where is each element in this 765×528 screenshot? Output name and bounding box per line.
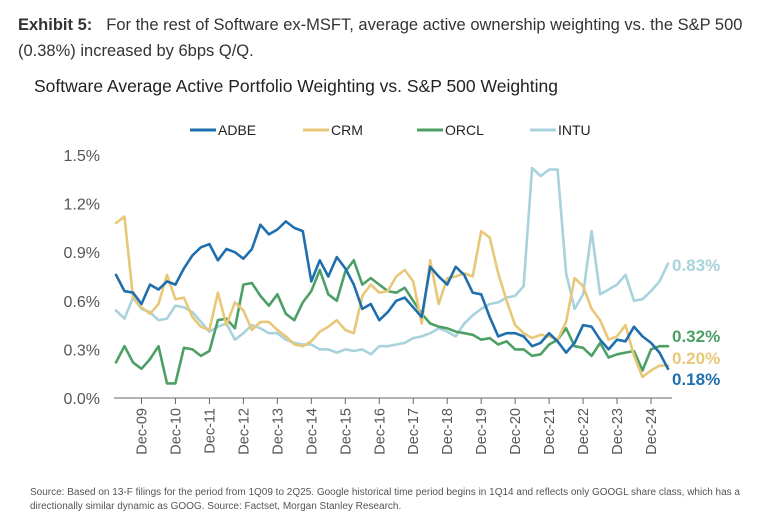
x-tick-label: Dec-11 <box>202 408 218 454</box>
x-tick-label: Dec-19 <box>474 408 490 455</box>
x-tick-label: Dec-18 <box>440 408 456 455</box>
legend-label: ADBE <box>218 122 256 138</box>
chart-title: Software Average Active Portfolio Weight… <box>34 76 559 96</box>
legend-item-orcl: ORCL <box>417 122 484 138</box>
series-line-crm <box>114 215 670 379</box>
end-label-orcl: 0.32% <box>672 327 720 346</box>
line-chart: ADBE CRM ORCL INTU 0.0% 0.3% 0.6% 0.9% 1.2% 1.5%… <box>64 122 721 455</box>
y-tick-label: 0.6% <box>64 294 100 311</box>
x-tick-label: Dec-16 <box>372 408 388 455</box>
x-tick-label: Dec-15 <box>338 408 354 455</box>
end-value-labels: 0.18% 0.20% 0.32% 0.83% <box>672 256 720 389</box>
y-tick-label: 1.2% <box>64 197 100 214</box>
legend-label: CRM <box>331 122 363 138</box>
x-axis: Dec-09 Dec-10 Dec-11 Dec-12 Dec-13 Dec-14 Dec-… <box>114 397 672 455</box>
exhibit-label: Exhibit 5: <box>18 16 93 34</box>
y-tick-label: 0.3% <box>64 342 100 359</box>
x-tick-label: Dec-23 <box>610 408 626 455</box>
exhibit-caption: Exhibit 5: For the rest of Software ex-MS… <box>18 12 748 64</box>
y-axis: 0.0% 0.3% 0.6% 0.9% 1.2% 1.5% <box>64 148 100 408</box>
x-tick-label: Dec-13 <box>270 408 286 455</box>
legend-item-crm: CRM <box>303 122 363 138</box>
x-tick-label: Dec-10 <box>168 408 184 455</box>
x-tick-label: Dec-21 <box>542 408 558 455</box>
x-tick-label: Dec-22 <box>576 408 592 455</box>
end-label-crm: 0.20% <box>672 349 720 368</box>
series-line-orcl <box>114 258 670 385</box>
y-tick-label: 0.0% <box>64 391 100 408</box>
x-tick-label: Dec-12 <box>236 408 252 455</box>
legend-label: INTU <box>558 122 591 138</box>
end-label-intu: 0.83% <box>672 256 720 275</box>
series-line-adbe <box>114 220 670 371</box>
x-tick-label: Dec-09 <box>134 408 150 455</box>
x-tick-label: Dec-17 <box>406 408 422 455</box>
y-tick-label: 0.9% <box>64 245 100 262</box>
legend-item-adbe: ADBE <box>190 122 256 138</box>
exhibit-text: For the rest of Software ex-MSFT, averag… <box>18 16 743 60</box>
legend-item-intu: INTU <box>530 122 591 138</box>
chart-legend: ADBE CRM ORCL INTU <box>190 122 591 138</box>
legend-label: ORCL <box>445 122 484 138</box>
source-note: Source: Based on 13-F filings for the pe… <box>30 487 740 512</box>
x-tick-label: Dec-24 <box>644 408 660 455</box>
x-tick-label: Dec-20 <box>508 408 524 455</box>
end-label-adbe: 0.18% <box>672 370 720 389</box>
series-lines <box>114 166 670 385</box>
y-tick-label: 1.5% <box>64 148 100 165</box>
x-tick-label: Dec-14 <box>304 408 320 455</box>
